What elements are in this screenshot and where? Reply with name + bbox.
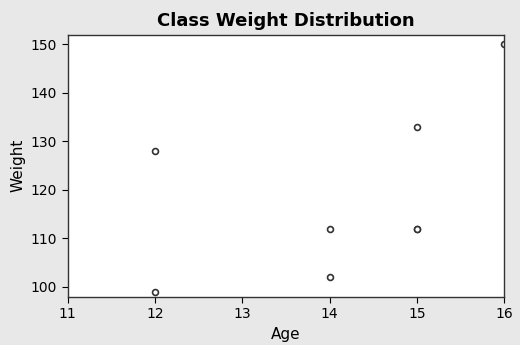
Title: Class Weight Distribution: Class Weight Distribution [157,12,415,30]
Point [326,275,334,280]
X-axis label: Age: Age [271,327,301,342]
Point [151,148,159,154]
Point [326,226,334,231]
Point [413,124,421,129]
Point [413,226,421,231]
Y-axis label: Weight: Weight [10,139,25,192]
Point [500,41,509,47]
Point [151,289,159,295]
Point [413,226,421,231]
